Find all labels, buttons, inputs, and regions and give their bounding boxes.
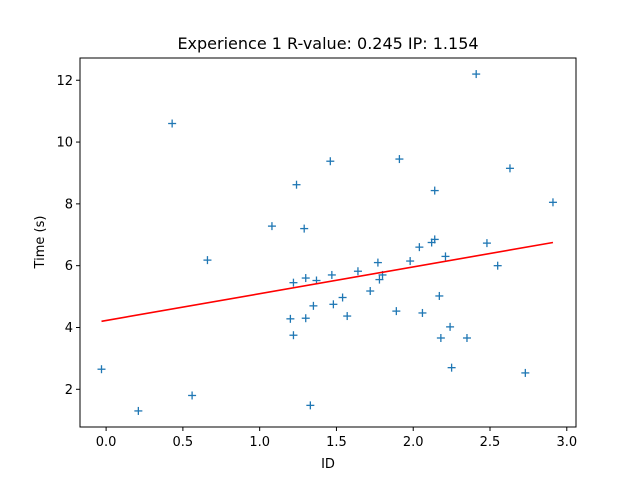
data-point [392, 307, 401, 316]
data-point [329, 300, 338, 309]
x-axis-label: ID [321, 457, 335, 472]
x-tick-label: 2.5 [480, 435, 501, 450]
y-axis-label: Time (s) [33, 216, 48, 270]
data-point [375, 275, 384, 284]
y-tick-label: 2 [65, 383, 73, 398]
data-point [306, 401, 315, 410]
data-point [505, 164, 514, 173]
x-tick-label: 1.0 [249, 435, 270, 450]
data-point [446, 322, 455, 331]
data-point [301, 274, 310, 283]
data-point [441, 252, 450, 261]
data-point [301, 314, 310, 323]
x-tick-label: 2.0 [403, 435, 424, 450]
data-point [343, 312, 352, 321]
chart-title: Experience 1 R-value: 0.245 IP: 1.154 [177, 34, 478, 53]
plot-area [97, 70, 557, 415]
data-point [134, 406, 143, 415]
data-point [418, 308, 427, 317]
data-point [338, 293, 347, 302]
data-point [406, 257, 415, 266]
data-point [286, 314, 295, 323]
data-point [168, 119, 177, 128]
data-point [472, 70, 481, 79]
data-point [267, 222, 276, 231]
y-axis: 2 4 6 8 10 12 [56, 74, 80, 398]
data-point [482, 239, 491, 248]
data-point [436, 333, 445, 342]
x-tick-label: 0.0 [96, 435, 117, 450]
data-point [521, 368, 530, 377]
data-point [326, 157, 335, 166]
x-tick-label: 1.5 [326, 435, 347, 450]
data-point [447, 363, 456, 372]
data-point [327, 270, 336, 279]
y-tick-label: 4 [65, 321, 73, 336]
data-point [289, 278, 298, 287]
data-point [203, 256, 212, 265]
data-point [493, 261, 502, 270]
data-point [395, 155, 404, 164]
y-tick-label: 6 [65, 259, 73, 274]
x-tick-label: 0.5 [173, 435, 194, 450]
y-tick-label: 12 [56, 74, 73, 89]
data-point [435, 291, 444, 300]
data-point [289, 331, 298, 340]
data-point [292, 180, 301, 189]
data-point [415, 243, 424, 252]
y-tick-label: 8 [65, 197, 73, 212]
data-point [366, 287, 375, 296]
data-point [97, 365, 106, 374]
y-tick-label: 10 [56, 136, 73, 151]
data-point [188, 391, 197, 400]
data-point [430, 235, 439, 244]
x-axis: 0.0 0.5 1.0 1.5 2.0 2.5 3.0 [96, 427, 577, 450]
data-point [462, 333, 471, 342]
data-point [548, 198, 557, 207]
data-point [353, 267, 362, 276]
x-tick-label: 3.0 [556, 435, 577, 450]
data-point [373, 258, 382, 267]
axes-frame [79, 57, 577, 428]
data-point [309, 301, 318, 310]
regression-line [101, 241, 554, 323]
data-point [430, 186, 439, 195]
data-point [300, 224, 309, 233]
